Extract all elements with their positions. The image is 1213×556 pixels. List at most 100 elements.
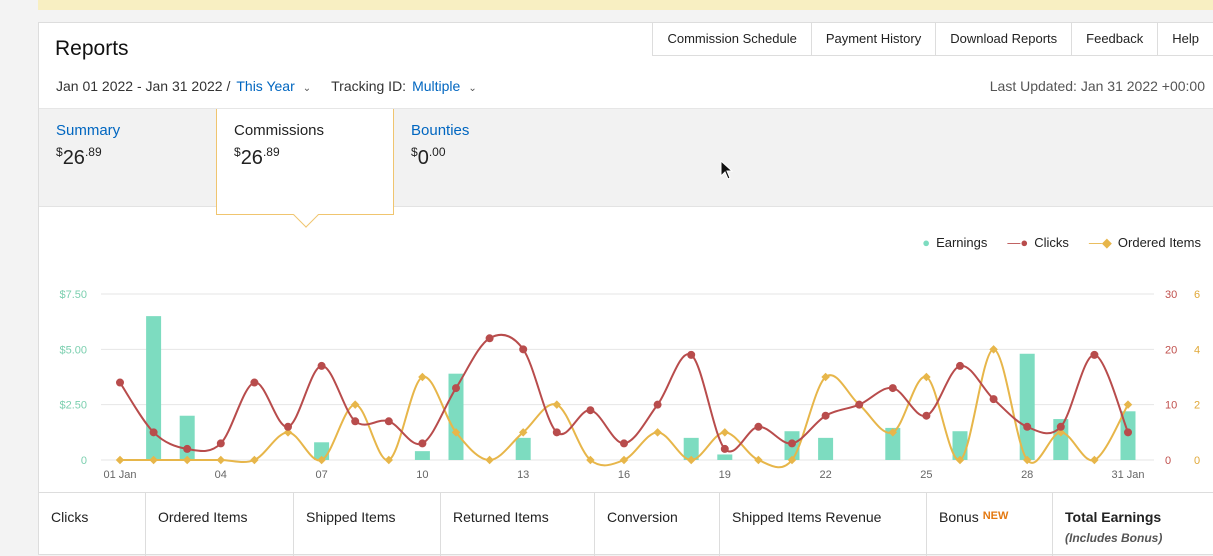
right-tick-label-clicks: 30: [1165, 289, 1177, 301]
clicks-point: [552, 428, 561, 437]
clicks-point: [250, 378, 259, 387]
earnings-bar: [515, 437, 531, 460]
clicks-point: [989, 395, 998, 404]
nav-help[interactable]: Help: [1172, 31, 1199, 46]
ordered-items-point: [922, 372, 931, 382]
tab-bounties[interactable]: Bounties $0.00: [394, 109, 571, 208]
clicks-point: [754, 422, 763, 431]
clicks-point: [687, 350, 696, 359]
x-tick-label: 10: [416, 469, 428, 481]
tab-amount: $26.89: [56, 145, 102, 169]
clicks-point: [821, 411, 830, 420]
x-tick-label: 19: [719, 469, 731, 481]
clicks-point: [116, 378, 124, 387]
col-returned-items[interactable]: Returned Items: [441, 493, 595, 556]
ordered-items-point: [317, 455, 326, 465]
left-tick-label: $2.50: [59, 400, 87, 412]
clicks-point: [418, 439, 427, 448]
col-shipped-revenue[interactable]: Shipped Items Revenue: [720, 493, 927, 556]
tab-commissions[interactable]: Commissions $26.89: [216, 109, 394, 228]
x-tick-label: 31 Jan: [1111, 469, 1144, 481]
nav-commission-schedule[interactable]: Commission Schedule: [653, 23, 812, 55]
earnings-bar: [179, 415, 195, 460]
clicks-point: [1124, 428, 1132, 437]
new-badge: NEW: [982, 510, 1009, 522]
nav-payment-history[interactable]: Payment History: [812, 23, 937, 55]
ordered-items-point: [1022, 455, 1032, 465]
ordered-items-point: [250, 455, 259, 465]
earnings-bar: [414, 451, 430, 460]
x-tick-label: 04: [215, 469, 227, 481]
ordered-items-point: [451, 428, 461, 437]
ordered-items-point: [1056, 428, 1066, 437]
earnings-bar: [885, 427, 901, 460]
x-tick-label: 13: [517, 469, 529, 481]
clicks-point: [922, 411, 931, 420]
clicks-point: [1056, 422, 1065, 431]
ordered-items-point: [1123, 400, 1133, 409]
tab-summary[interactable]: Summary $26.89: [39, 109, 216, 208]
clicks-point: [317, 361, 326, 370]
filter-bar: Jan 01 2022 - Jan 31 2022 / This Year ⌄ …: [56, 78, 491, 94]
earnings-bar: [683, 437, 699, 460]
legend-ordered-items[interactable]: —◆ Ordered Items: [1088, 235, 1201, 250]
legend-clicks[interactable]: —● Clicks: [1007, 235, 1069, 250]
date-range: Jan 01 2022 - Jan 31 2022 /: [56, 78, 231, 94]
circle-icon: ●: [922, 235, 931, 250]
clicks-point: [888, 384, 897, 393]
x-tick-label: 22: [819, 469, 831, 481]
ordered-items-point: [350, 400, 360, 409]
ordered-items-point: [955, 455, 965, 465]
right-tick-label-ordered: 6: [1194, 289, 1200, 301]
period-dropdown[interactable]: This Year: [236, 78, 295, 94]
ordered-items-point: [1090, 455, 1099, 465]
ordered-items-point: [653, 428, 662, 437]
right-tick-label-clicks: 10: [1165, 400, 1177, 412]
chevron-down-icon[interactable]: ⌄: [302, 83, 312, 94]
earnings-bar: [818, 437, 834, 460]
clicks-point: [485, 334, 494, 343]
earnings-bar: [717, 454, 733, 460]
tab-label: Commissions: [234, 122, 325, 139]
chart-legend: ● Earnings —● Clicks —◆ Ordered Items: [922, 235, 1201, 251]
tracking-label: Tracking ID:: [331, 78, 407, 94]
x-tick-label: 28: [1021, 469, 1033, 481]
chevron-down-icon[interactable]: ⌄: [468, 83, 477, 94]
clicks-line: [119, 333, 1129, 453]
ordered-items-point: [182, 455, 192, 465]
clicks-point: [183, 444, 192, 453]
nav-feedback[interactable]: Feedback: [1072, 23, 1159, 55]
mouse-cursor-icon: [720, 160, 734, 180]
ordered-items-point: [787, 455, 797, 465]
clicks-point: [720, 444, 729, 453]
ordered-items-point: [485, 455, 494, 465]
x-tick-label: 07: [315, 469, 327, 481]
clicks-point: [216, 439, 225, 448]
left-tick-label: $7.50: [59, 289, 87, 301]
left-tick-label: $5.00: [59, 344, 87, 356]
clicks-point: [956, 361, 964, 370]
ordered-items-point: [754, 455, 763, 465]
col-clicks[interactable]: Clicks: [39, 493, 146, 556]
col-shipped-items[interactable]: Shipped Items: [294, 493, 441, 556]
right-tick-label-ordered: 4: [1194, 344, 1200, 356]
col-bonus[interactable]: Bonus NEW: [927, 493, 1053, 556]
tracking-id-dropdown[interactable]: Multiple: [412, 78, 461, 94]
ordered-items-point: [586, 455, 595, 465]
col-ordered-items[interactable]: Ordered Items: [146, 493, 294, 556]
col-conversion[interactable]: Conversion: [595, 493, 720, 556]
notice-banner: [38, 0, 1213, 10]
legend-earnings[interactable]: ● Earnings: [922, 235, 988, 250]
clicks-point: [586, 406, 595, 415]
ordered-items-point: [619, 455, 629, 465]
line-diamond-icon: —◆: [1088, 235, 1112, 250]
nav-download-reports[interactable]: Download Reports: [936, 23, 1073, 55]
clicks-point: [384, 417, 393, 426]
ordered-items-point: [216, 455, 226, 465]
clicks-point: [1090, 350, 1099, 359]
ordered-items-point: [115, 455, 125, 465]
col-total-earnings[interactable]: Total Earnings (Includes Bonus): [1065, 509, 1163, 545]
reports-card: Reports Commission Schedule Payment Hist…: [38, 22, 1213, 556]
clicks-point: [284, 422, 292, 431]
tab-label: Bounties: [411, 122, 470, 139]
